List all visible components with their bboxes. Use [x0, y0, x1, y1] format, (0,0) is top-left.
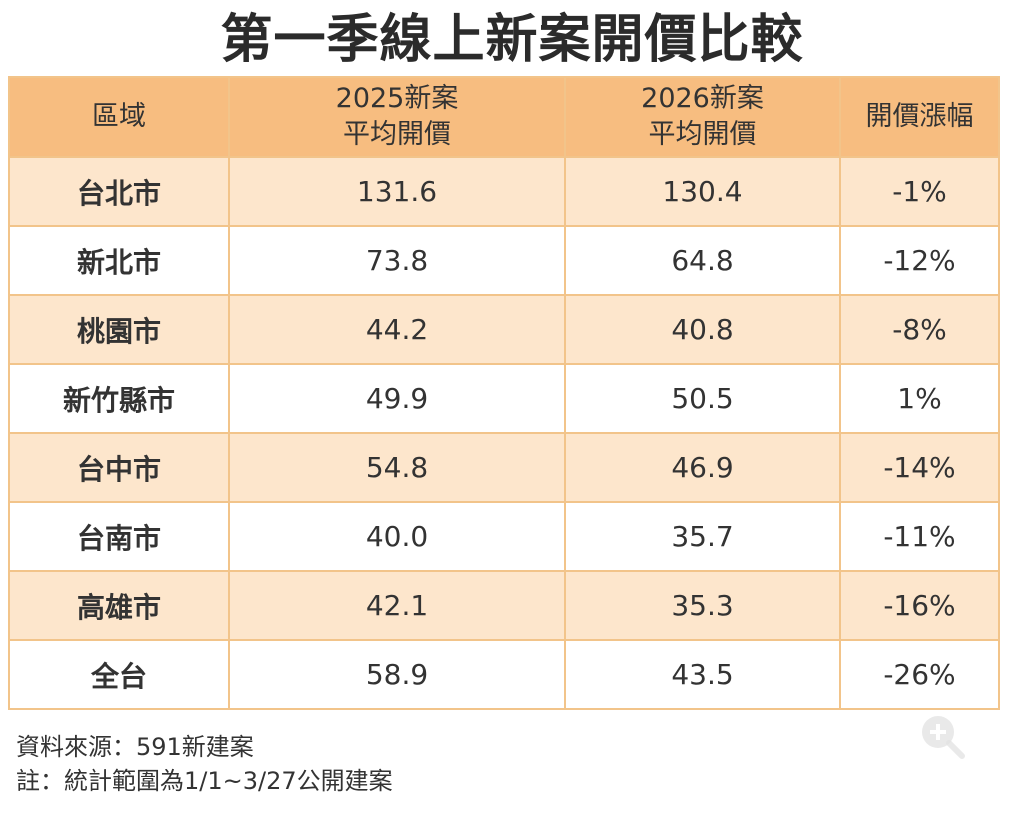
price-2026-cell: 43.5	[564, 639, 841, 710]
header-2026-avg-price: 2026新案 平均開價	[564, 76, 841, 158]
price-2026-cell: 64.8	[564, 225, 841, 296]
change-cell: -12%	[839, 225, 1000, 296]
table-row: 台北市 131.6 130.4 -1%	[8, 156, 1000, 227]
footnotes: 資料來源：591新建案 註：統計範圍為1/1~3/27公開建案	[16, 730, 393, 798]
source-note: 資料來源：591新建案	[16, 733, 254, 761]
change-cell: 1%	[839, 363, 1000, 434]
price-2025-cell: 73.8	[228, 225, 566, 296]
change-cell: -11%	[839, 501, 1000, 572]
price-2026-cell: 46.9	[564, 432, 841, 503]
price-2026-cell: 35.3	[564, 570, 841, 641]
table-row: 新北市 73.8 64.8 -12%	[8, 225, 1000, 296]
zoom-in-icon[interactable]	[918, 712, 966, 760]
scope-note: 註：統計範圍為1/1~3/27公開建案	[16, 767, 393, 795]
region-cell: 台北市	[8, 156, 230, 227]
price-comparison-table: 區域 2025新案 平均開價 2026新案 平均開價 開價漲幅 台北市 131.…	[8, 76, 1000, 710]
price-2025-cell: 54.8	[228, 432, 566, 503]
region-cell: 台南市	[8, 501, 230, 572]
region-cell: 新北市	[8, 225, 230, 296]
price-2026-cell: 50.5	[564, 363, 841, 434]
price-2025-cell: 44.2	[228, 294, 566, 365]
change-cell: -8%	[839, 294, 1000, 365]
table-row: 高雄市 42.1 35.3 -16%	[8, 570, 1000, 641]
price-2025-cell: 58.9	[228, 639, 566, 710]
price-2026-cell: 35.7	[564, 501, 841, 572]
region-cell: 全台	[8, 639, 230, 710]
table-row: 全台 58.9 43.5 -26%	[8, 639, 1000, 710]
change-cell: -14%	[839, 432, 1000, 503]
header-2025-line2: 平均開價	[343, 119, 451, 150]
price-2025-cell: 131.6	[228, 156, 566, 227]
header-price-change: 開價漲幅	[839, 76, 1000, 158]
price-2025-cell: 42.1	[228, 570, 566, 641]
region-cell: 台中市	[8, 432, 230, 503]
header-2026-line1: 2026新案	[641, 83, 764, 114]
header-region-label: 區域	[92, 101, 146, 132]
change-cell: -16%	[839, 570, 1000, 641]
table-row: 新竹縣市 49.9 50.5 1%	[8, 363, 1000, 434]
table-row: 桃園市 44.2 40.8 -8%	[8, 294, 1000, 365]
region-cell: 桃園市	[8, 294, 230, 365]
region-cell: 高雄市	[8, 570, 230, 641]
price-2026-cell: 40.8	[564, 294, 841, 365]
header-2025-avg-price: 2025新案 平均開價	[228, 76, 566, 158]
page-title: 第一季線上新案開價比較	[220, 10, 804, 70]
price-2025-cell: 40.0	[228, 501, 566, 572]
header-2025-line1: 2025新案	[335, 83, 459, 114]
change-cell-highlight: -26%	[839, 639, 1000, 710]
header-region: 區域	[8, 76, 230, 158]
change-cell: -1%	[839, 156, 1000, 227]
price-2026-cell: 130.4	[564, 156, 841, 227]
header-change-label: 開價漲幅	[865, 101, 974, 132]
header-2026-line2: 平均開價	[648, 119, 757, 150]
table-row: 台南市 40.0 35.7 -11%	[8, 501, 1000, 572]
table-row: 台中市 54.8 46.9 -14%	[8, 432, 1000, 503]
region-cell: 新竹縣市	[8, 363, 230, 434]
price-2025-cell: 49.9	[228, 363, 566, 434]
table-header-row: 區域 2025新案 平均開價 2026新案 平均開價 開價漲幅	[8, 76, 1000, 158]
